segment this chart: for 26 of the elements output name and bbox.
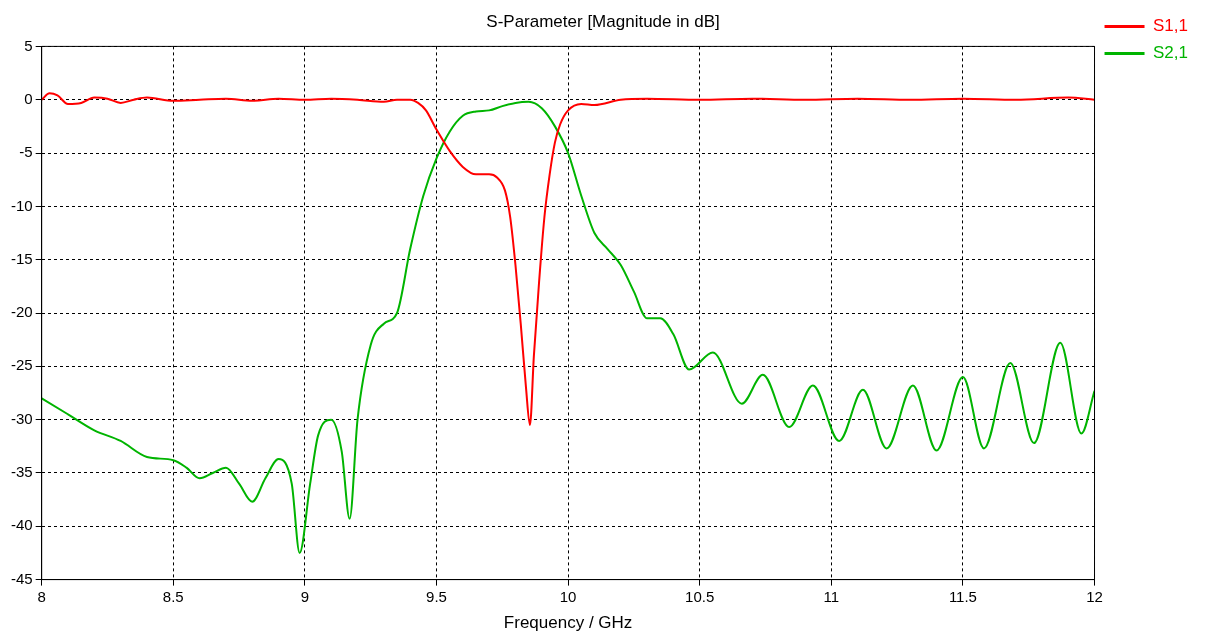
y-tick-label: -5	[19, 143, 33, 161]
y-tick-label: -35	[10, 463, 33, 481]
y-tick-label: -30	[10, 409, 33, 427]
x-tick-label: 8	[37, 587, 46, 605]
y-tick-label: -20	[10, 303, 33, 321]
x-tick-label: 10.5	[685, 587, 715, 605]
chart-title: S-Parameter [Magnitude in dB]	[486, 11, 720, 31]
legend-label: S2,1	[1153, 43, 1189, 63]
y-tick-label: -25	[10, 356, 33, 374]
line-series	[41, 92, 1095, 426]
x-tick-label: 10	[559, 587, 577, 605]
x-tick-label: 9.5	[426, 587, 447, 605]
y-tick-label: 5	[24, 36, 33, 54]
legend-label: S1,1	[1153, 16, 1189, 36]
x-tick-label: 8.5	[162, 587, 184, 605]
y-tick-label: -40	[10, 516, 33, 534]
x-axis-title: Frequency / GHz	[503, 613, 633, 633]
y-tick-label: -15	[10, 249, 33, 267]
y-tick-label: 0	[24, 89, 33, 107]
line-series	[41, 100, 1095, 554]
x-tick-label: 9	[300, 587, 310, 605]
x-tick-label: 11.5	[948, 587, 977, 605]
y-tick-label: -45	[10, 569, 33, 587]
x-tick-label: 12	[1086, 587, 1103, 605]
x-tick-label: 11	[823, 587, 840, 605]
y-tick-label: -10	[10, 196, 33, 214]
